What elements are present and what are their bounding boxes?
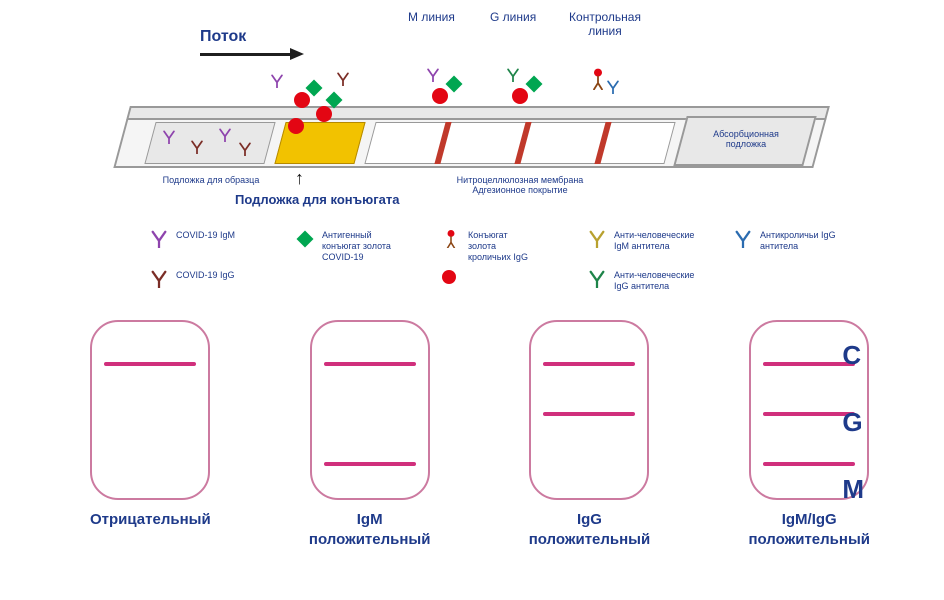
strip-schematic: Подложка для образца Нитроцеллюлозная ме… bbox=[120, 100, 820, 180]
legend-item: COVID-19 IgM bbox=[150, 230, 286, 262]
result-label: Отрицательный bbox=[90, 510, 211, 530]
legend-item: COVID-19 IgG bbox=[150, 270, 286, 292]
flow-label: Поток bbox=[200, 28, 304, 46]
legend-item: Анти-человеческиеIgG антитела bbox=[588, 270, 724, 292]
igm-icon bbox=[218, 128, 232, 142]
flow-header: Поток bbox=[200, 28, 304, 60]
legend-item: Антикроличьи IgGантитела bbox=[734, 230, 870, 262]
legend-spacer bbox=[296, 270, 432, 292]
axis-mark-g: G bbox=[842, 407, 864, 438]
ahg-icon bbox=[588, 270, 606, 288]
legend-item: Конъюгатзолотакроличьих IgG bbox=[442, 230, 578, 262]
antigen-diamond-icon bbox=[446, 76, 463, 93]
ahm-icon bbox=[588, 230, 606, 248]
igg-icon bbox=[190, 140, 204, 154]
gold-particle-icon bbox=[432, 88, 448, 104]
axis-mark-m: M bbox=[842, 474, 864, 505]
result-label: IgGположительный bbox=[529, 510, 651, 549]
gold-rabbit-icon bbox=[590, 68, 606, 90]
m-line-label: М линия bbox=[408, 10, 455, 24]
result-label: IgMположительный bbox=[309, 510, 431, 549]
igm-icon bbox=[270, 74, 284, 88]
axis-mark-c: C bbox=[842, 340, 864, 371]
sample-pad-label: Подложка для образца bbox=[146, 176, 276, 186]
gold-particle-icon bbox=[512, 88, 528, 104]
c-line-label: Контрольнаялиния bbox=[560, 10, 650, 39]
igm-icon bbox=[150, 230, 168, 248]
conjugate-pad-label: Подложка для конъюгата bbox=[235, 192, 399, 207]
gold-particle-icon bbox=[316, 106, 332, 122]
flow-arrow bbox=[200, 48, 304, 60]
igg-icon bbox=[336, 72, 350, 86]
igg-icon bbox=[238, 142, 252, 156]
anti-rabbit-icon bbox=[734, 230, 752, 248]
antigen-diamond-icon bbox=[526, 76, 543, 93]
legend-item: Анти-человеческиеIgM антитела bbox=[588, 230, 724, 262]
result-label: IgM/IgGположительный bbox=[748, 510, 870, 549]
legend-spacer bbox=[734, 270, 870, 292]
absorb-pad-label: Абсорбционнаяподложка bbox=[688, 130, 804, 150]
cassette-igg-pos bbox=[529, 320, 649, 500]
gold-rabbit-icon bbox=[442, 230, 460, 248]
anti-rabbit-icon bbox=[606, 80, 620, 94]
nc-membrane-label: Нитроцеллюлозная мембранаАдгезионное пок… bbox=[400, 176, 640, 196]
results-row: Отрицательный IgMположительный IgGположи… bbox=[90, 320, 870, 549]
igm-icon bbox=[426, 68, 440, 82]
cassette-igm-pos bbox=[310, 320, 430, 500]
conjugate-arrow-icon: ↑ bbox=[295, 168, 304, 189]
g-line-label: G линия bbox=[490, 10, 536, 24]
gold-particle-icon bbox=[442, 270, 460, 288]
gold-particle-icon bbox=[288, 118, 304, 134]
igg-icon bbox=[150, 270, 168, 288]
antigen-diamond-icon bbox=[296, 230, 314, 248]
axis-marks: C G M bbox=[842, 340, 864, 505]
gold-particle-icon bbox=[294, 92, 310, 108]
legend: COVID-19 IgM Антигенныйконъюгат золотаCO… bbox=[150, 230, 870, 292]
ahg-icon bbox=[506, 68, 520, 82]
igm-icon bbox=[162, 130, 176, 144]
legend-item: Антигенныйконъюгат золотаCOVID-19 bbox=[296, 230, 432, 262]
cassette-negative bbox=[90, 320, 210, 500]
legend-item bbox=[442, 270, 578, 292]
